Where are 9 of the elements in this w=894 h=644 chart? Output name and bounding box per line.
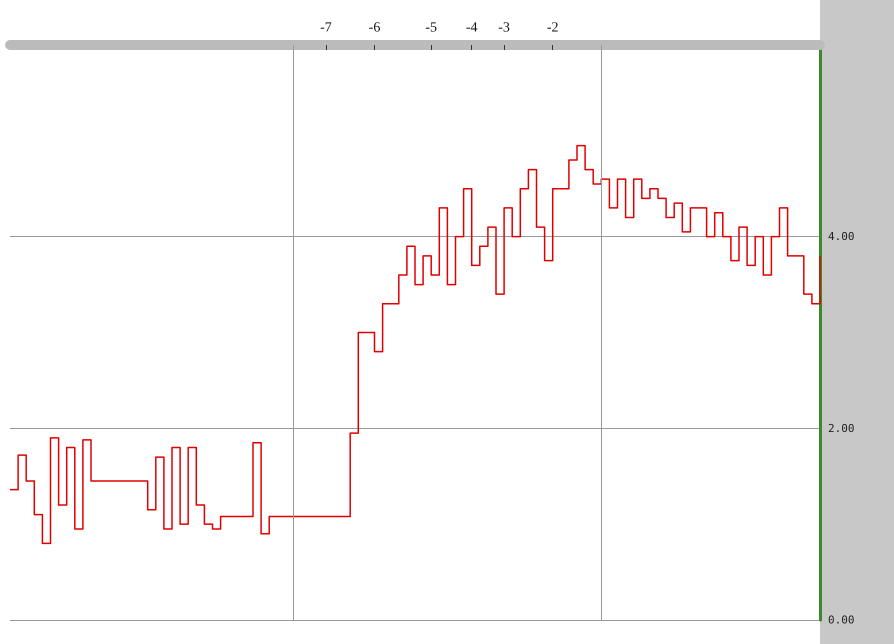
x-tick-label: -3 [498, 20, 510, 36]
y-tick-label: 4.00 [828, 230, 854, 244]
x-tick-label: -5 [425, 20, 438, 36]
y-tick-label: 0.00 [828, 614, 854, 626]
x-tick-label: -6 [368, 20, 380, 36]
x-tick-label: -7 [320, 20, 332, 36]
x-tick-label: -2 [546, 20, 559, 36]
y-tick-label: 2.00 [828, 422, 854, 435]
x-tick-label: -4 [466, 20, 478, 36]
